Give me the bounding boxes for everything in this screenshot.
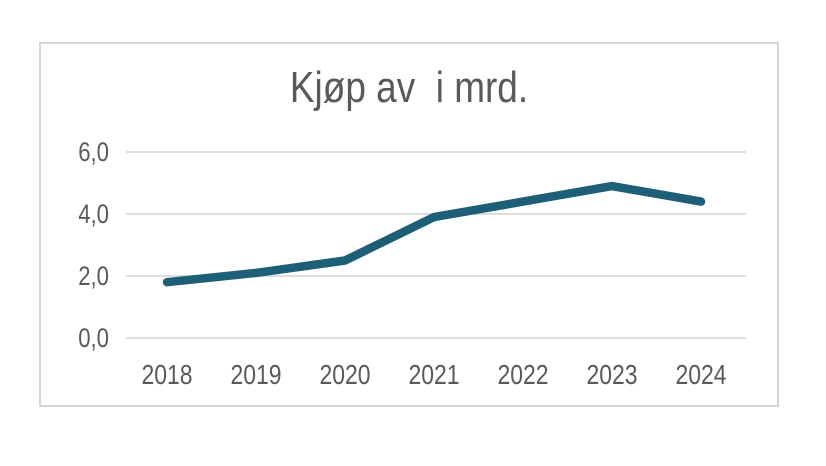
x-tick-label: 2022: [497, 359, 549, 390]
x-tick-label: 2023: [586, 359, 638, 390]
x-tick-label: 2024: [675, 359, 727, 390]
x-tick-label: 2018: [141, 359, 193, 390]
y-tick-label: 2,0: [78, 261, 109, 291]
x-tick-label: 2020: [319, 359, 371, 390]
y-tick-label: 0,0: [78, 323, 109, 353]
y-tick-label: 6,0: [78, 137, 109, 167]
chart-title: Kjøp av i mrd.: [289, 63, 529, 112]
plot-area: [126, 151, 746, 339]
x-tick-label: 2019: [230, 359, 282, 390]
y-tick-label: 4,0: [78, 199, 109, 229]
chart-box: Kjøp av i mrd. 0,0 2,0 4,0 6,0 2018 2019 2020 2…: [39, 42, 779, 407]
x-tick-label: 2021: [408, 359, 460, 390]
data-line-series: [162, 181, 706, 287]
